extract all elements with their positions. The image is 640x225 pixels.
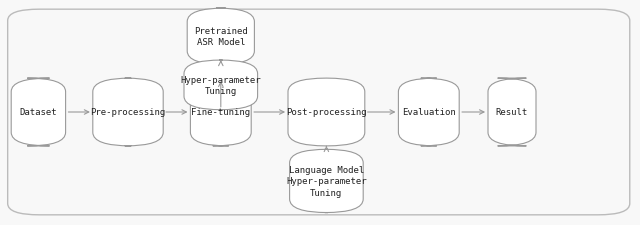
Text: Evaluation: Evaluation [402, 108, 456, 117]
FancyBboxPatch shape [488, 79, 536, 146]
FancyBboxPatch shape [290, 150, 364, 213]
FancyBboxPatch shape [93, 79, 163, 146]
FancyBboxPatch shape [398, 79, 460, 146]
FancyBboxPatch shape [11, 79, 66, 146]
Text: Language Model
Hyper-parameter
Tuning: Language Model Hyper-parameter Tuning [286, 166, 367, 197]
Text: Pretrained
ASR Model: Pretrained ASR Model [194, 27, 248, 47]
Text: Result: Result [496, 108, 528, 117]
Text: Fine-tuning: Fine-tuning [191, 108, 250, 117]
FancyBboxPatch shape [184, 61, 257, 110]
Text: Post-processing: Post-processing [286, 108, 367, 117]
FancyBboxPatch shape [288, 79, 365, 146]
FancyBboxPatch shape [187, 9, 254, 65]
Text: Pre-processing: Pre-processing [90, 108, 166, 117]
FancyBboxPatch shape [191, 79, 251, 146]
Text: Dataset: Dataset [20, 108, 57, 117]
FancyBboxPatch shape [8, 10, 630, 215]
Text: Hyper-parameter
Tuning: Hyper-parameter Tuning [180, 76, 261, 95]
